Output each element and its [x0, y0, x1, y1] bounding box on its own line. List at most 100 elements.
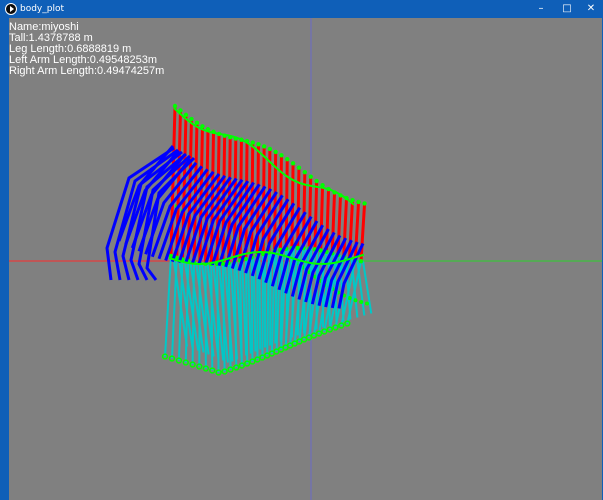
- body-plot-svg: [9, 18, 602, 500]
- joint-point: [161, 353, 169, 360]
- leg-segment: [270, 250, 276, 354]
- arm-segment: [164, 170, 215, 261]
- minimize-icon[interactable]: –: [538, 3, 544, 14]
- joint-point: [221, 368, 228, 375]
- joint-point: [175, 357, 183, 364]
- info-tall: Tall:1.4378788 m: [9, 32, 93, 44]
- joint-point: [220, 261, 226, 266]
- leg-segment: [258, 255, 262, 350]
- joint-point: [300, 336, 308, 343]
- leg-segment: [233, 261, 238, 368]
- joint-point: [227, 366, 234, 373]
- maximize-icon[interactable]: □: [562, 3, 572, 14]
- arm-segment: [157, 168, 209, 260]
- plot-canvas[interactable]: Name:miyoshi Tall:1.4378788 m Leg Length…: [9, 18, 602, 500]
- leg-segment: [303, 249, 316, 340]
- arm-segment: [197, 178, 244, 265]
- arm-segment: [204, 180, 250, 265]
- torso-segment: [221, 135, 227, 264]
- joint-point: [362, 201, 367, 206]
- joint-point: [315, 330, 323, 337]
- close-icon[interactable]: ✕: [586, 3, 596, 14]
- arm-segment: [184, 176, 232, 264]
- joint-point: [358, 259, 364, 264]
- joint-point: [200, 124, 205, 129]
- head-trail: [173, 107, 355, 206]
- torso-segment: [307, 176, 313, 249]
- joint-point: [310, 332, 318, 339]
- leg-segment: [241, 260, 248, 356]
- arm-segment: [145, 156, 196, 281]
- torso-segment: [353, 201, 361, 260]
- arm-segment: [257, 202, 296, 280]
- leg-segment: [198, 262, 201, 367]
- joint-point: [233, 364, 240, 371]
- arm-segment: [297, 228, 330, 300]
- arm-segment: [290, 224, 325, 297]
- leg-segment: [323, 254, 339, 332]
- leg-segment: [340, 259, 357, 326]
- joint-point: [178, 108, 183, 113]
- arm-segment: [250, 198, 290, 277]
- joint-point: [249, 358, 256, 365]
- arm-segment: [237, 191, 278, 272]
- joint-point: [314, 178, 319, 184]
- leg-segment: [279, 249, 284, 342]
- app-icon: [5, 3, 17, 15]
- joint-point: [238, 362, 245, 369]
- hip-trail: [168, 251, 365, 265]
- arm-segment: [113, 148, 179, 281]
- title-bar[interactable]: body_plot – □ ✕: [0, 0, 603, 18]
- joint-point: [189, 116, 194, 122]
- window-title: body_plot: [20, 4, 65, 14]
- arm-segment: [105, 146, 175, 281]
- info-right-arm-length: Right Arm Length:0.49474257m: [9, 65, 165, 77]
- joint-point: [290, 161, 296, 166]
- info-leg-length: Leg Length:0.6888819 m: [9, 43, 132, 55]
- leg-segment: [289, 247, 299, 346]
- joint-point: [194, 120, 200, 126]
- arm-segment: [150, 165, 203, 258]
- leg-segment: [206, 263, 220, 359]
- leg-segment: [210, 263, 214, 371]
- joint-point: [172, 103, 178, 109]
- joint-point: [267, 146, 273, 152]
- arm-segment: [244, 194, 284, 274]
- joint-point: [295, 245, 300, 251]
- arm-segment: [121, 150, 183, 281]
- arm-segment: [224, 185, 267, 268]
- leg-segment: [189, 260, 205, 353]
- joint-point: [250, 140, 255, 145]
- joint-point: [168, 253, 174, 259]
- arm-segment: [310, 234, 342, 305]
- arm-segment: [304, 231, 336, 303]
- arm-segment: [330, 241, 359, 309]
- joint-point: [347, 296, 352, 301]
- leg-segment: [284, 248, 293, 348]
- arm-segment: [210, 181, 255, 266]
- joint-point: [285, 156, 290, 162]
- joint-point: [318, 248, 323, 253]
- joint-point: [256, 142, 261, 147]
- arm-segment: [217, 183, 261, 267]
- leg-segment: [183, 259, 200, 351]
- torso-segment: [342, 197, 349, 257]
- joint-point: [273, 149, 278, 155]
- torso-segment: [347, 200, 355, 259]
- joint-point: [261, 144, 267, 149]
- joint-point: [365, 301, 369, 306]
- joint-point: [350, 197, 355, 203]
- arm-segment: [324, 239, 353, 308]
- leg-segment: [216, 263, 220, 373]
- joint-point: [359, 299, 364, 304]
- torso-segment: [330, 192, 337, 254]
- body-info-panel: Name:miyoshi Tall:1.4378788 m Leg Length…: [9, 22, 164, 77]
- joint-point: [279, 153, 284, 158]
- torso-segment: [336, 195, 343, 256]
- joint-point: [326, 326, 333, 333]
- leg-segment: [239, 260, 243, 366]
- joint-point: [308, 174, 313, 179]
- joint-point: [209, 367, 216, 374]
- joint-point: [189, 361, 196, 368]
- joint-point: [182, 359, 189, 366]
